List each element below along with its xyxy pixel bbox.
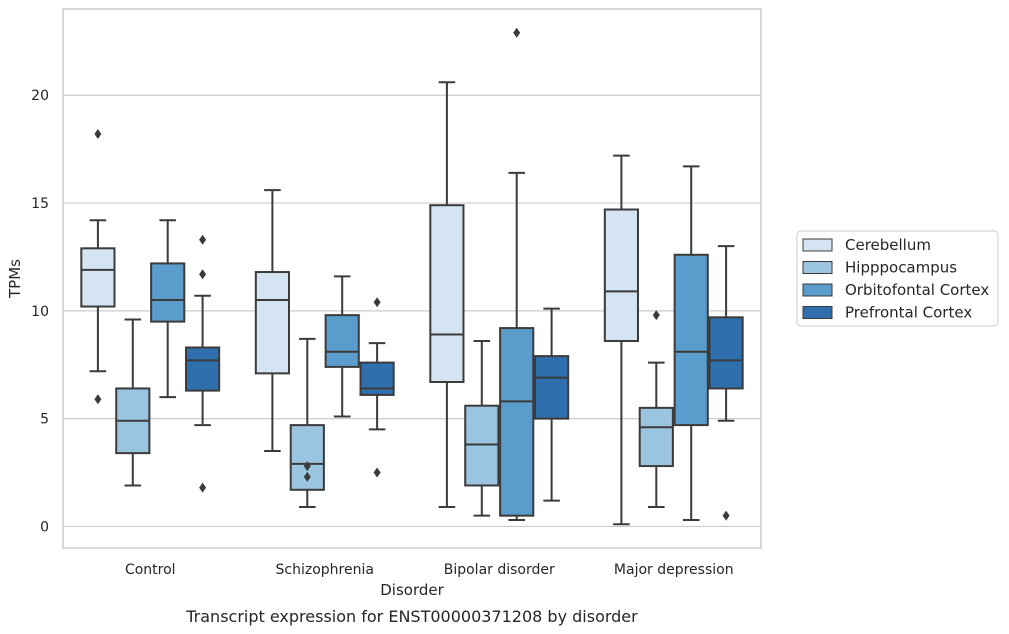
legend-swatch xyxy=(802,283,833,297)
outlier-point xyxy=(722,510,730,521)
y-tick-label: 20 xyxy=(31,88,49,104)
x-tick-labels: Control Schizophrenia Bipolar disorder Majo… xyxy=(125,562,734,578)
box-0-1 xyxy=(115,318,151,487)
outlier-point xyxy=(373,297,381,308)
plot-area-frame xyxy=(62,8,762,549)
box-iqr xyxy=(534,355,570,420)
box-iqr xyxy=(80,247,116,308)
box-iqr xyxy=(150,262,186,323)
box-0-2 xyxy=(150,219,186,399)
outlier-point xyxy=(199,482,207,493)
legend-entry: Prefrontal Cortex xyxy=(845,304,972,322)
box-iqr xyxy=(708,316,744,390)
y-tick-labels: 0 5 10 15 20 xyxy=(31,88,49,535)
outlier-point xyxy=(94,129,102,140)
box-3-2 xyxy=(673,165,709,521)
outlier-point xyxy=(199,234,207,245)
box-2-2 xyxy=(499,27,535,521)
box-0-3 xyxy=(185,234,221,493)
box-iqr xyxy=(324,314,360,368)
y-axis-label: TPMs xyxy=(6,259,24,299)
outlier-point xyxy=(652,310,660,321)
box-1-2 xyxy=(324,275,360,418)
outlier-point xyxy=(303,461,311,472)
box-iqr xyxy=(638,406,674,468)
legend-frame xyxy=(796,230,999,327)
box-1-0 xyxy=(254,189,290,452)
x-tick-label: Schizophrenia xyxy=(276,562,374,578)
box-0-0 xyxy=(80,129,116,405)
box-2-3 xyxy=(534,307,570,502)
outlier-point xyxy=(373,467,381,478)
y-tick-label: 15 xyxy=(31,196,49,212)
box-iqr xyxy=(359,361,395,396)
outlier-point xyxy=(303,471,311,482)
box-iqr xyxy=(464,404,500,487)
box-iqr xyxy=(254,271,290,375)
box-iqr xyxy=(499,327,535,517)
y-tick-label: 10 xyxy=(31,304,49,320)
y-tick-label: 0 xyxy=(40,519,49,535)
box-1-1 xyxy=(289,337,325,509)
boxes xyxy=(80,27,744,526)
box-2-1 xyxy=(464,340,500,517)
legend-swatch xyxy=(802,261,833,274)
legend-swatch xyxy=(802,306,833,319)
y-tick-label: 5 xyxy=(40,412,49,428)
box-iqr xyxy=(185,346,221,392)
outlier-point xyxy=(94,394,102,405)
legend: Cerebellum Hipppocampus Orbitofontal Corte… xyxy=(796,230,999,327)
outlier-point xyxy=(199,269,207,280)
box-3-1 xyxy=(638,310,674,509)
x-tick-label: Bipolar disorder xyxy=(444,562,555,578)
legend-entry: Hipppocampus xyxy=(845,259,957,277)
outlier-point xyxy=(513,27,521,38)
x-tick-label: Major depression xyxy=(614,562,734,578)
figure-caption: Transcript expression for ENST0000037120… xyxy=(185,607,638,626)
box-3-3 xyxy=(708,245,744,521)
legend-swatch xyxy=(802,238,833,252)
box-3-0 xyxy=(603,154,639,526)
box-2-0 xyxy=(429,81,465,509)
box-iqr xyxy=(603,208,639,343)
x-tick-label: Control xyxy=(125,562,176,578)
box-iqr xyxy=(429,204,465,383)
legend-entry: Cerebellum xyxy=(845,236,931,254)
box-iqr xyxy=(673,253,709,427)
box-iqr xyxy=(289,424,325,491)
box-1-3 xyxy=(359,297,395,478)
legend-entry: Orbitofontal Cortex xyxy=(845,281,989,299)
x-axis-label: Disorder xyxy=(380,581,444,599)
